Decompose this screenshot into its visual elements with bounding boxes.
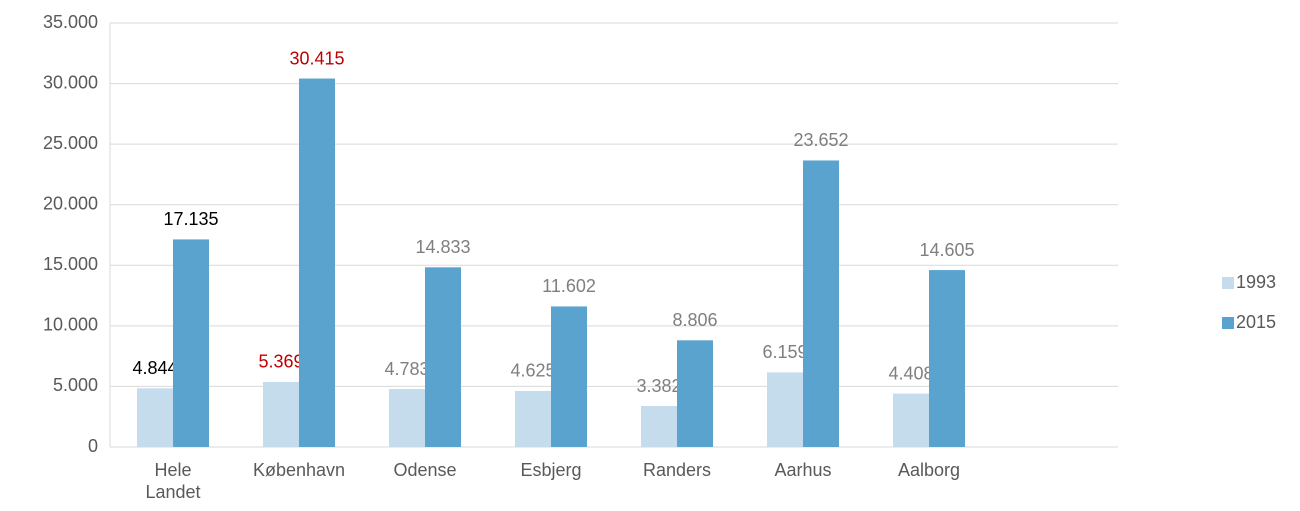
- bar: [551, 306, 587, 447]
- bar: [767, 372, 803, 447]
- data-label: 8.806: [672, 310, 717, 330]
- x-tick-label: Odense: [393, 460, 457, 480]
- y-tick-label: 35.000: [43, 12, 98, 32]
- y-tick-label: 5.000: [53, 375, 98, 395]
- bar: [173, 239, 209, 447]
- data-label: 17.135: [163, 209, 218, 229]
- data-label: 30.415: [289, 48, 344, 68]
- y-tick-label: 15.000: [43, 254, 98, 274]
- legend-label: 1993: [1236, 272, 1276, 292]
- data-label: 4.408: [888, 363, 933, 383]
- bar: [929, 270, 965, 447]
- data-label: 23.652: [793, 130, 848, 150]
- data-label: 4.844: [132, 358, 177, 378]
- x-tick-label: Hele Landet: [145, 460, 201, 502]
- y-tick-label: 10.000: [43, 315, 98, 335]
- bar: [263, 381, 299, 447]
- bar: [425, 267, 461, 447]
- data-label: 6.159: [762, 342, 807, 362]
- y-tick-label: 30.000: [43, 72, 98, 92]
- y-tick-label: 0: [88, 436, 98, 456]
- x-tick-label: Esbjerg: [520, 460, 582, 480]
- bar: [137, 388, 173, 447]
- y-tick-label: 20.000: [43, 193, 98, 213]
- x-tick-label: Randers: [642, 460, 712, 480]
- data-label: 4.625: [510, 361, 555, 381]
- data-label: 5.369: [258, 352, 303, 372]
- bar: [893, 393, 929, 447]
- legend-label: 2015: [1236, 312, 1276, 332]
- x-tick-label: København: [252, 460, 346, 480]
- legend-swatch: [1222, 317, 1234, 329]
- bar: [515, 390, 551, 447]
- bar: [389, 389, 425, 447]
- x-tick-label: Aalborg: [897, 460, 961, 480]
- data-label: 4.783: [384, 359, 429, 379]
- bar: [803, 160, 839, 448]
- bar: [299, 78, 335, 447]
- legend-swatch: [1222, 277, 1234, 289]
- bar: [641, 406, 677, 447]
- data-label: 14.605: [919, 240, 974, 260]
- bar: [677, 340, 713, 447]
- data-label: 14.833: [415, 237, 470, 257]
- y-tick-label: 25.000: [43, 133, 98, 153]
- x-tick-label: Aarhus: [774, 460, 832, 480]
- data-label: 3.382: [636, 376, 681, 396]
- data-label: 11.602: [542, 276, 596, 296]
